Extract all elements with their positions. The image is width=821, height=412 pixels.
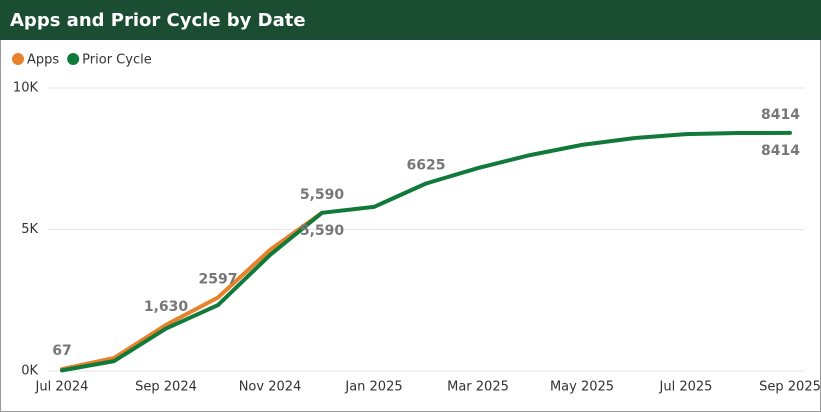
x-tick-label: Sep 2024	[135, 380, 197, 395]
data-label: 8414	[761, 143, 800, 159]
data-label: 5,590	[300, 187, 345, 203]
x-tick-label: May 2025	[550, 380, 614, 395]
x-tick-label: Jul 2024	[35, 380, 89, 395]
data-label: 8414	[761, 107, 800, 123]
data-label: 1,630	[144, 299, 189, 315]
series-line	[60, 130, 792, 373]
x-tick-label: Jul 2025	[659, 380, 713, 395]
legend-marker	[12, 53, 24, 65]
data-label: 5,590	[300, 223, 345, 239]
legend-label: Prior Cycle	[82, 53, 152, 68]
y-tick-label: 10K	[13, 81, 39, 96]
x-tick-label: Sep 2025	[759, 380, 821, 395]
legend-marker	[67, 53, 80, 65]
x-tick-label: Nov 2024	[239, 380, 302, 395]
series-line	[60, 210, 324, 372]
data-label: 2597	[199, 272, 238, 288]
header-bar	[0, 0, 821, 40]
legend-label: Apps	[27, 53, 59, 68]
data-label: 6625	[407, 158, 446, 174]
y-tick-label: 0K	[21, 364, 38, 379]
y-tick-label: 5K	[21, 222, 38, 237]
x-tick-label: Jan 2025	[344, 380, 402, 395]
data-label: 67	[52, 343, 71, 359]
chart-title: Apps and Prior Cycle by Date	[10, 10, 306, 31]
x-tick-label: Mar 2025	[447, 380, 509, 395]
